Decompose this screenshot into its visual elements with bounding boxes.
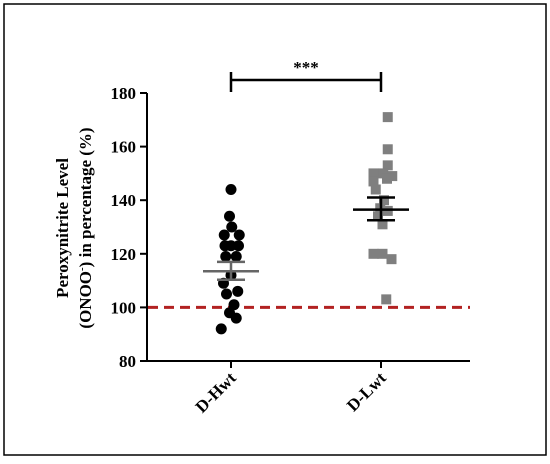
significance-bracket: ***	[229, 58, 383, 92]
data-point-square	[377, 248, 388, 259]
data-point-circle	[230, 250, 242, 262]
data-point-circle	[215, 323, 227, 335]
data-point-square	[377, 219, 388, 230]
mean-sem-bars	[203, 196, 409, 282]
y-axis-title-line2: (ONOO-) in percentage (%)	[76, 127, 95, 328]
data-point-circle	[233, 229, 245, 241]
data-point-circle	[218, 229, 230, 241]
data-point-circle	[220, 250, 232, 262]
data-point-square	[379, 195, 389, 206]
data-point-circle	[224, 210, 235, 222]
data-point-square	[368, 176, 379, 187]
y-tick-label: 80	[119, 352, 136, 371]
data-point-circle	[230, 312, 242, 324]
y-tick-label: 100	[111, 298, 137, 317]
data-point-circle	[225, 183, 237, 195]
significance-label: ***	[293, 58, 319, 77]
data-point-square	[368, 248, 379, 259]
y-tick-label: 120	[111, 245, 137, 264]
y-axis-title-line1: Peroxynitrite Level	[53, 158, 72, 298]
data-point-square	[381, 294, 392, 305]
data-point-square	[382, 160, 393, 171]
data-point-square	[382, 112, 393, 123]
data-point-circle	[228, 299, 240, 311]
data-point-square	[382, 144, 393, 155]
y-tick-label: 140	[111, 191, 137, 210]
y-axis-title-pre: (ONOO	[76, 271, 95, 329]
y-tick-label: 180	[111, 84, 137, 103]
data-point-square	[370, 184, 381, 195]
y-axis-title-sup: -	[76, 267, 88, 271]
data-point-square	[382, 205, 393, 216]
data-point-square	[378, 168, 389, 179]
data-point-square	[368, 168, 379, 179]
y-tick-label: 160	[111, 138, 137, 157]
data-point-square	[386, 254, 397, 265]
data-point-circle	[221, 288, 232, 300]
data-point-circle	[233, 240, 244, 252]
y-axis-title-post: ) in percentage (%)	[76, 127, 95, 267]
data-point-square	[387, 171, 398, 182]
y-axis-title: Peroxynitrite Level (ONOO-) in percentag…	[53, 127, 95, 328]
data-points	[215, 112, 398, 335]
data-point-square	[382, 173, 392, 184]
data-point-circle	[226, 221, 238, 233]
data-point-square	[373, 211, 383, 222]
data-point-circle	[232, 285, 244, 297]
